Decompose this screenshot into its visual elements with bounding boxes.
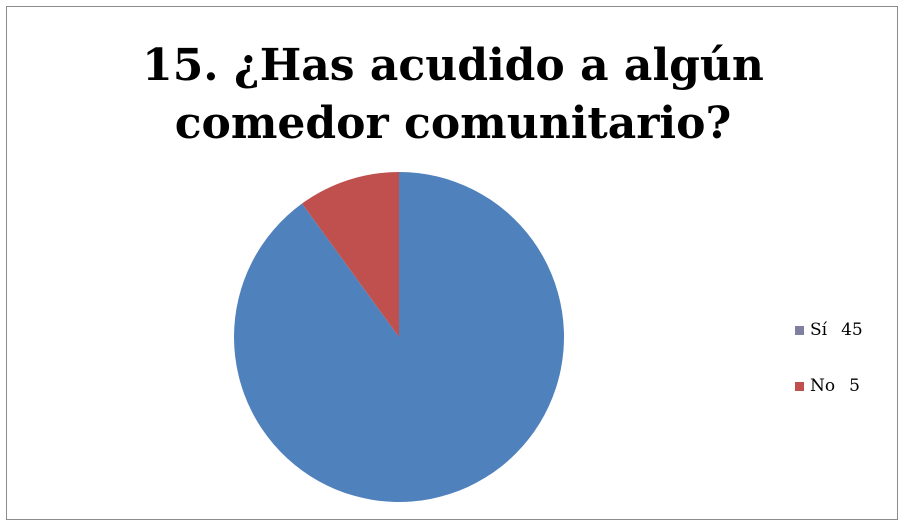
chart-frame: 15. ¿Has acudido a algún comedor comunit… bbox=[6, 6, 898, 520]
legend-value-si: 45 bbox=[841, 320, 863, 340]
chart-title-line-2: comedor comunitario? bbox=[174, 98, 732, 149]
pie-chart bbox=[233, 172, 564, 502]
legend-swatch-no bbox=[795, 381, 804, 391]
chart-title-line-1: 15. ¿Has acudido a algún bbox=[142, 40, 764, 91]
legend-item-si: Sí 45 bbox=[795, 319, 863, 341]
legend-label-no: No bbox=[810, 376, 836, 396]
legend-label-si: Sí bbox=[810, 320, 828, 340]
legend-value-no: 5 bbox=[849, 376, 860, 396]
pie-slice-no bbox=[302, 172, 399, 337]
legend-swatch-si bbox=[795, 325, 804, 335]
chart-title: 15. ¿Has acudido a algún comedor comunit… bbox=[7, 37, 899, 153]
pie-slice-si bbox=[233, 172, 564, 502]
legend-item-no: No 5 bbox=[795, 375, 863, 397]
legend: Sí 45 No 5 bbox=[795, 319, 863, 431]
